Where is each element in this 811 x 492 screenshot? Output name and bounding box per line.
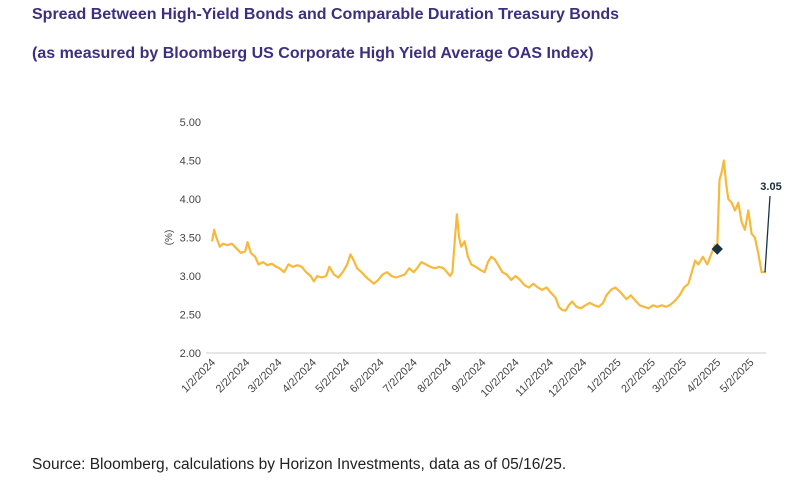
x-tick-label: 5/2/2025 [718, 357, 757, 396]
y-tick-label: 4.00 [180, 194, 201, 206]
x-tick-label: 8/2/2024 [415, 357, 454, 396]
chart-title: Spread Between High-Yield Bonds and Comp… [32, 6, 620, 23]
x-tick-label: 1/2/2024 [179, 357, 218, 396]
x-tick-label: 5/2/2024 [313, 357, 352, 396]
source-note: Source: Bloomberg, calculations by Horiz… [32, 456, 567, 473]
y-tick-label: 2.00 [180, 348, 201, 360]
x-tick-label: 7/2/2024 [381, 357, 420, 396]
x-tick-label: 6/2/2024 [348, 357, 387, 396]
y-tick-label: 2.50 [180, 310, 201, 322]
diamond-marker [711, 243, 723, 255]
y-tick-label: 3.50 [180, 233, 201, 245]
annotation-leader-line [764, 195, 771, 273]
series-line [210, 159, 766, 312]
y-axis-label: (%) [164, 230, 175, 246]
x-tick-label: 3/2/2024 [246, 357, 285, 396]
x-tick-label: 2/2/2024 [214, 357, 253, 396]
y-tick-label: 4.50 [180, 156, 201, 168]
x-tick-label: 4/2/2025 [685, 357, 724, 396]
x-tick-label: 4/2/2024 [280, 357, 319, 396]
chart-subtitle: (as measured by Bloomberg US Corporate H… [32, 45, 594, 62]
y-tick-label: 5.00 [180, 117, 201, 129]
line-chart: 5.00 4.50 4.00 3.50 3.00 2.50 2.00 1/2/20242/2… [164, 117, 782, 400]
x-tick-label: 1/2/2025 [585, 357, 624, 396]
x-tick-label: 3/2/2025 [650, 357, 689, 396]
y-tick-label: 3.00 [180, 271, 201, 283]
annotation-label: 3.05 [760, 181, 781, 193]
